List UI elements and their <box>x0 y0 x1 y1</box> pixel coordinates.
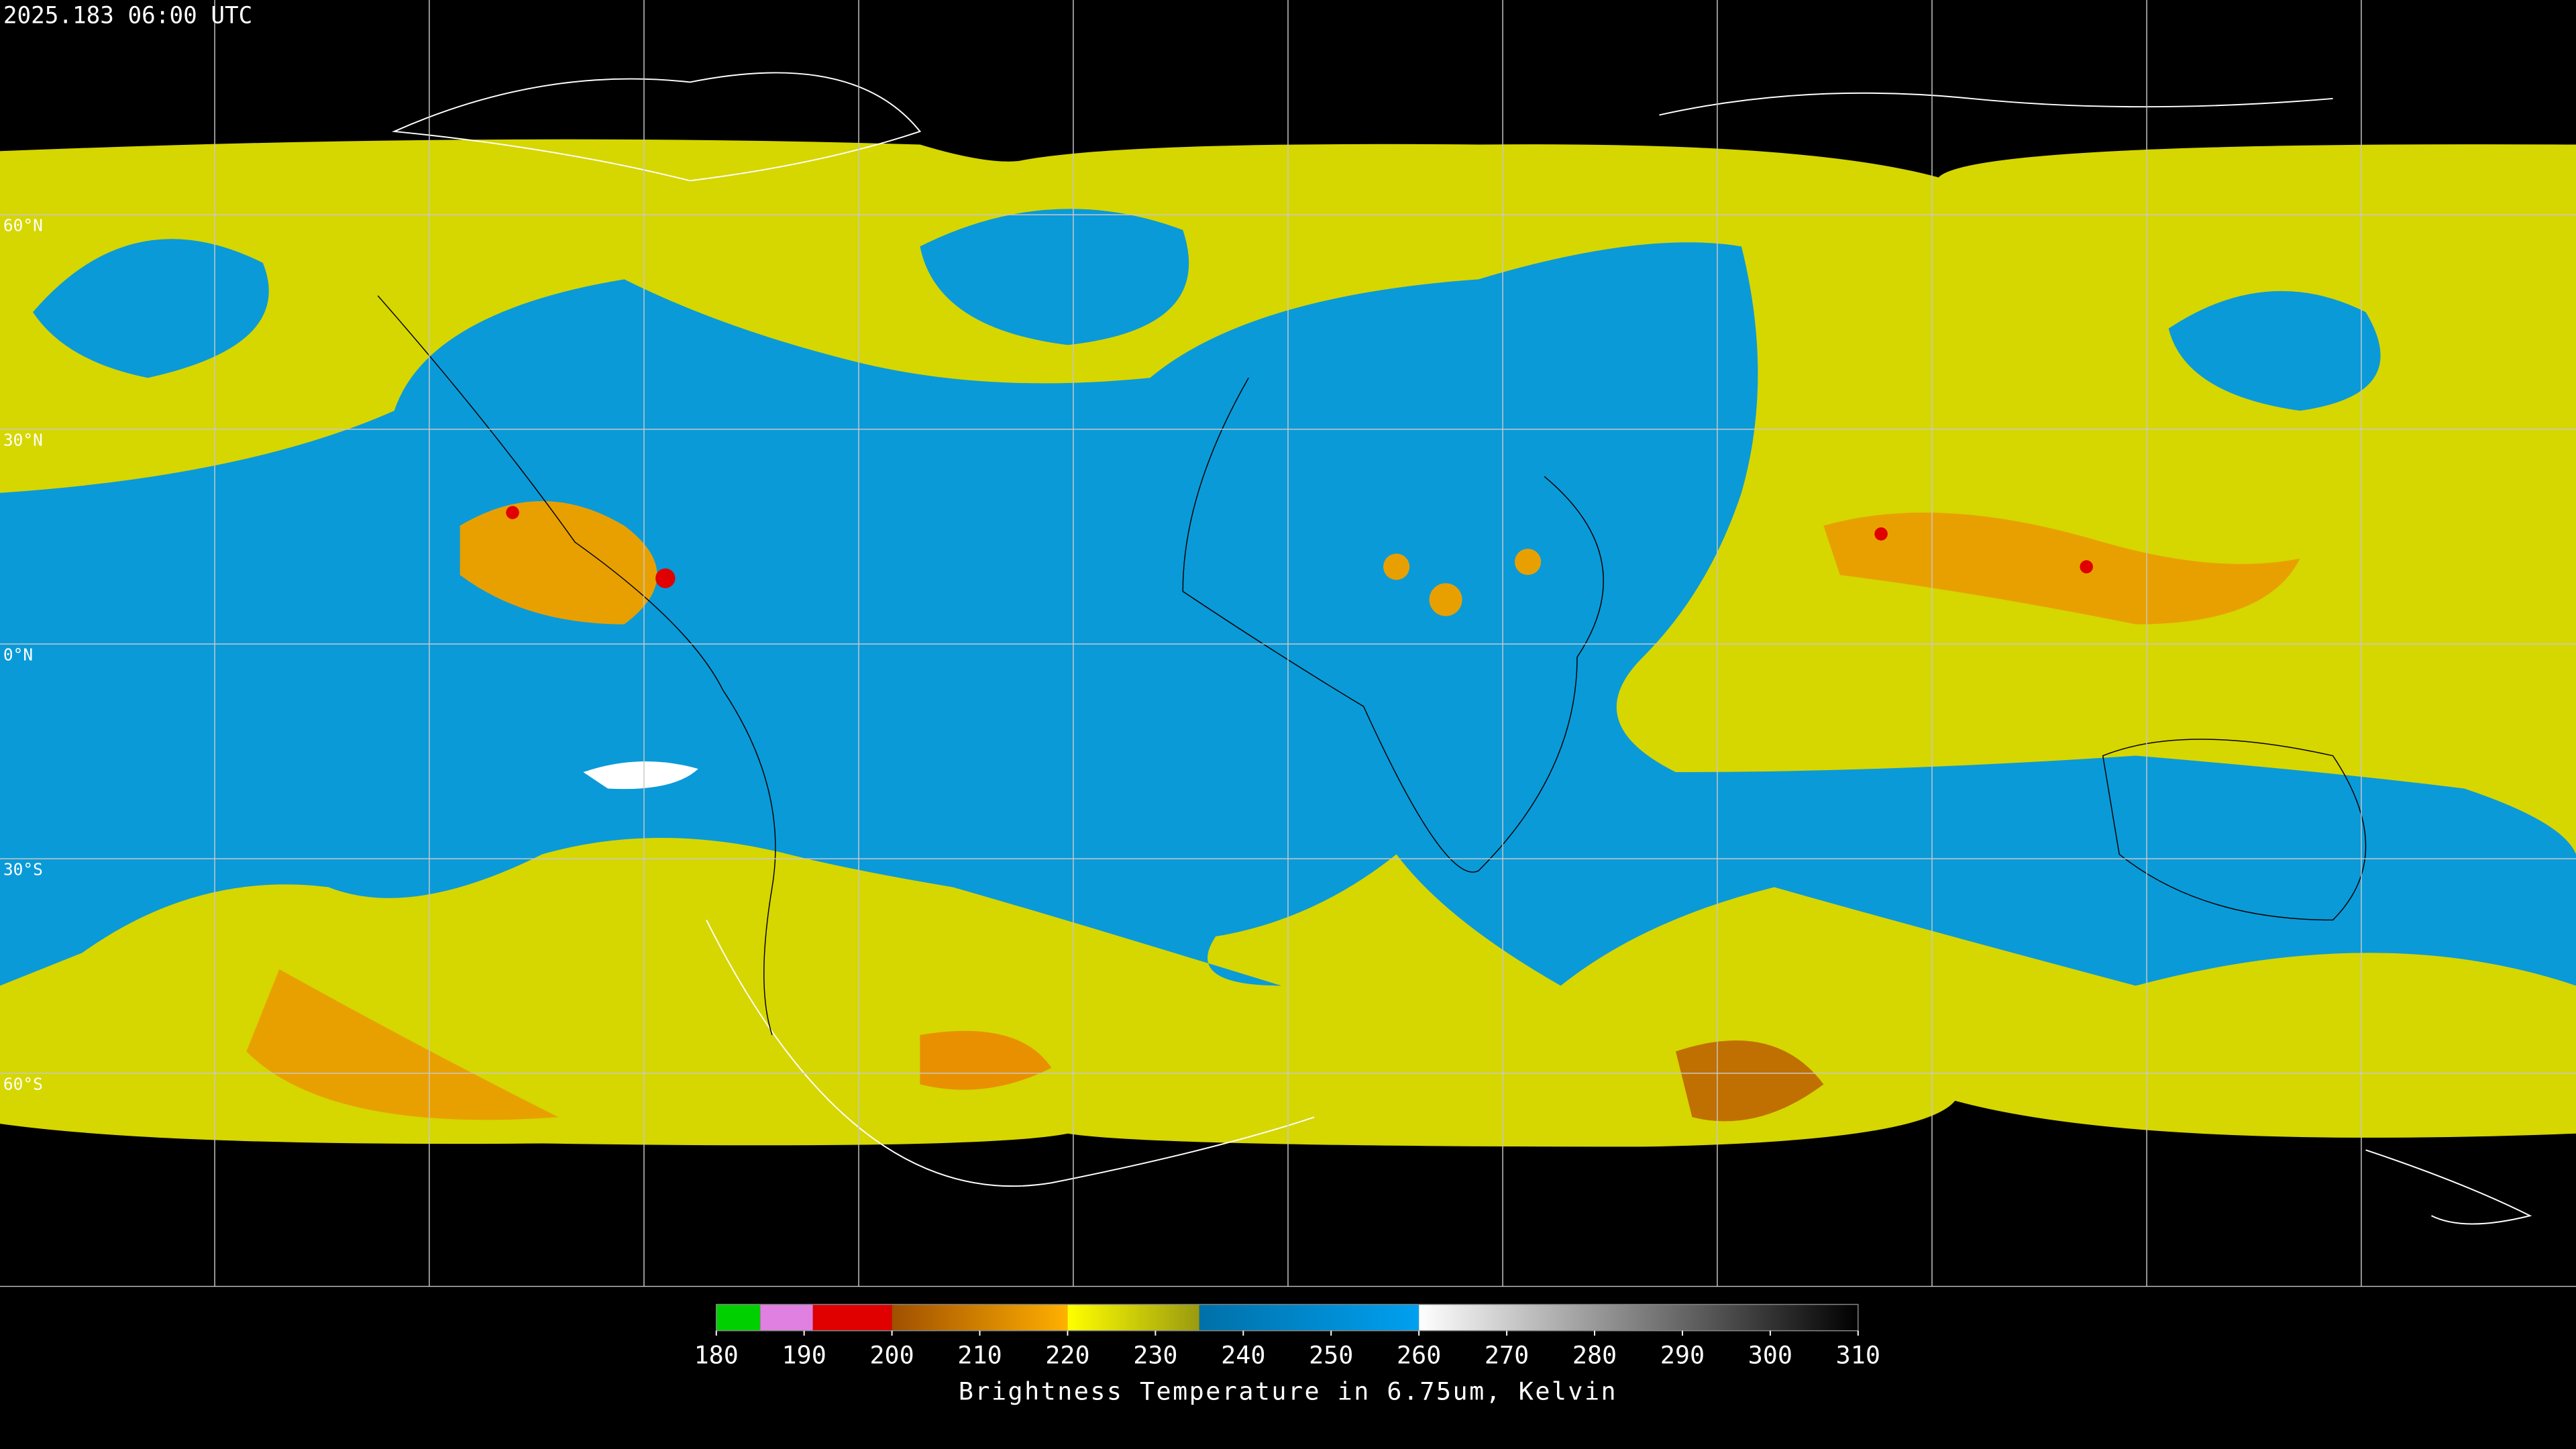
colorbar-segment <box>892 1304 1068 1331</box>
colorbar-tick-label: 190 <box>782 1341 826 1370</box>
coastline <box>2102 739 2367 921</box>
dry-region <box>32 239 269 378</box>
latitude-label: 30°N <box>3 430 43 449</box>
coastline <box>706 919 1315 1187</box>
convection-core <box>1874 527 1888 541</box>
colorbar-tick-label: 260 <box>1397 1341 1441 1370</box>
latitude-label: 60°N <box>3 216 43 235</box>
colorbar-tick-label: 240 <box>1221 1341 1265 1370</box>
convection <box>1514 548 1542 576</box>
colorbar-segment <box>1419 1304 1858 1331</box>
colorbar-segment <box>716 1304 761 1331</box>
convection <box>1823 513 2300 625</box>
dry-region <box>2168 290 2381 411</box>
convection-core <box>506 506 519 519</box>
colorbar-tick-label: 180 <box>694 1341 739 1370</box>
convection <box>1429 583 1462 616</box>
coastline <box>377 295 776 1036</box>
colorbar-tick-label: 280 <box>1572 1341 1617 1370</box>
latitude-label: 60°S <box>3 1074 43 1093</box>
colorbar-tick-label: 290 <box>1660 1341 1705 1370</box>
colorbar-tick-label: 230 <box>1133 1341 1177 1370</box>
warm-zone <box>246 969 559 1120</box>
warm-zone <box>920 1030 1052 1090</box>
coastline <box>1182 377 1604 873</box>
colorbar-frame <box>716 1303 1859 1332</box>
colorbar-segment <box>812 1304 892 1331</box>
colorbar-tick-label: 300 <box>1748 1341 1792 1370</box>
colorbar-label: Brightness Temperature in 6.75um, Kelvin <box>959 1377 1617 1406</box>
timestamp: 2025.183 06:00 UTC <box>3 2 252 29</box>
map <box>0 0 2576 1287</box>
colorbar-segment <box>1067 1304 1199 1331</box>
latitude-label: 0°N <box>3 645 33 664</box>
convection-core <box>655 568 676 588</box>
colorbar-tick-label: 310 <box>1836 1341 1880 1370</box>
latitude-label: 30°S <box>3 860 43 879</box>
cold-spot <box>583 761 698 790</box>
coastline <box>391 72 922 182</box>
dry-region <box>920 209 1189 345</box>
colorbar-segment <box>760 1304 813 1331</box>
convection <box>460 500 657 625</box>
warm-zone <box>1675 1040 1824 1122</box>
colorbar-tick-label: 270 <box>1485 1341 1529 1370</box>
convection-core <box>2080 560 2093 574</box>
colorbar-tick-label: 250 <box>1309 1341 1353 1370</box>
coastline <box>2365 1149 2532 1225</box>
colorbar-tick-label: 210 <box>957 1341 1002 1370</box>
convection <box>1383 553 1410 580</box>
colorbar-tick-label: 200 <box>869 1341 914 1370</box>
coastline <box>1659 92 2333 116</box>
colorbar-tick-label: 220 <box>1045 1341 1089 1370</box>
colorbar-segment <box>1199 1304 1419 1331</box>
